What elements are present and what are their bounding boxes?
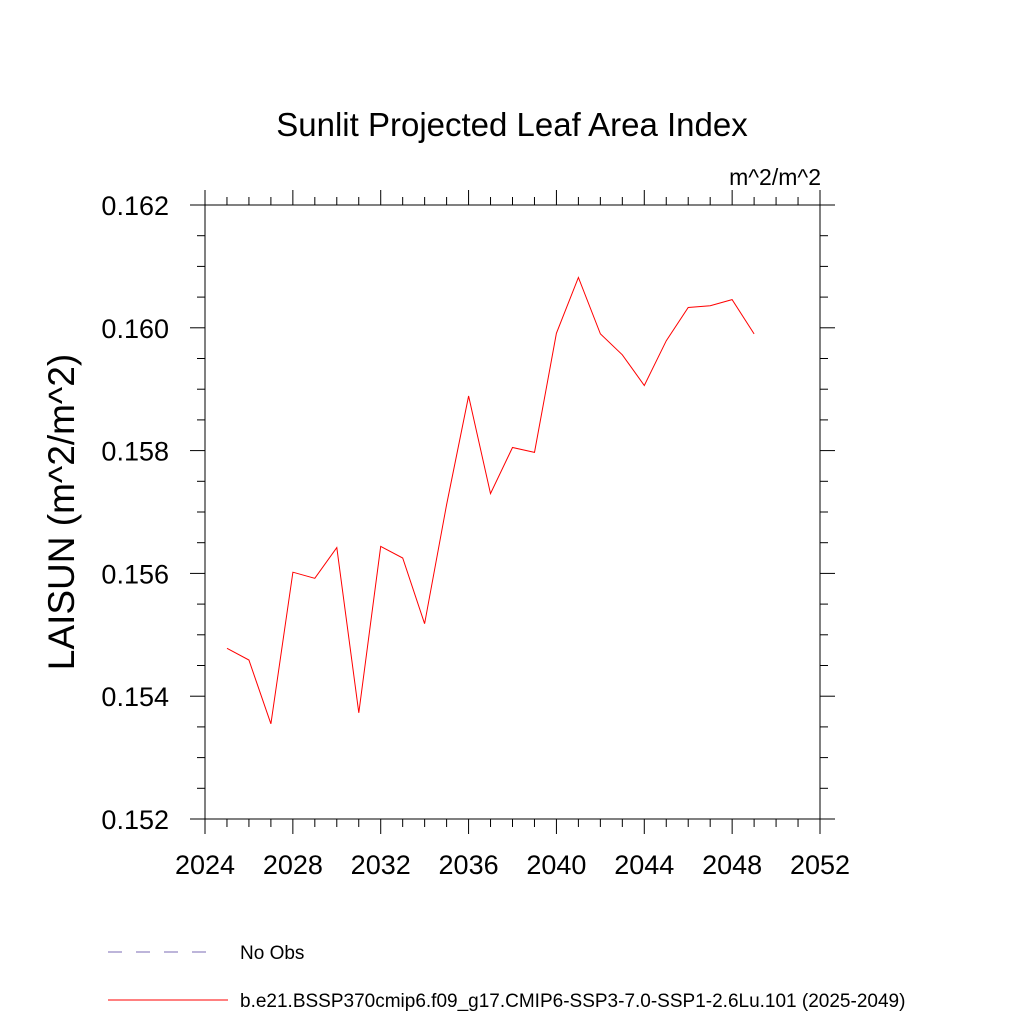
y-tick-label: 0.158 — [101, 437, 169, 467]
x-tick-label: 2032 — [351, 850, 411, 880]
plot-frame — [204, 204, 821, 820]
legend-label-model-run: b.e21.BSSP370cmip6.f09_g17.CMIP6-SSP3-7.… — [240, 991, 905, 1012]
x-tick-label: 2036 — [439, 850, 499, 880]
series-line — [226, 276, 755, 724]
tick-labels: 2024 2028 2032 2036 2040 2044 2048 2052 0.152 0.1… — [101, 191, 850, 880]
y-axis-label: LAISUN (m^2/m^2) — [41, 354, 82, 670]
y-tick-label: 0.156 — [101, 559, 169, 589]
units-label: m^2/m^2 — [729, 164, 821, 190]
y-tick-label: 0.152 — [101, 805, 169, 835]
y-tick-label: 0.160 — [101, 314, 169, 344]
x-tick-label: 2048 — [702, 850, 762, 880]
chart-title: Sunlit Projected Leaf Area Index — [276, 106, 748, 143]
legend: No Obs b.e21.BSSP370cmip6.f09_g17.CMIP6-… — [108, 943, 905, 1012]
x-tick-label: 2052 — [790, 850, 850, 880]
legend-label-no-obs: No Obs — [240, 943, 304, 964]
axis-ticks — [190, 190, 835, 834]
x-tick-label: 2044 — [614, 850, 674, 880]
y-tick-label: 0.154 — [101, 682, 169, 712]
x-tick-label: 2024 — [175, 850, 235, 880]
y-tick-label: 0.162 — [101, 191, 169, 221]
data-series — [226, 276, 755, 724]
x-tick-label: 2040 — [526, 850, 586, 880]
x-tick-label: 2028 — [263, 850, 323, 880]
